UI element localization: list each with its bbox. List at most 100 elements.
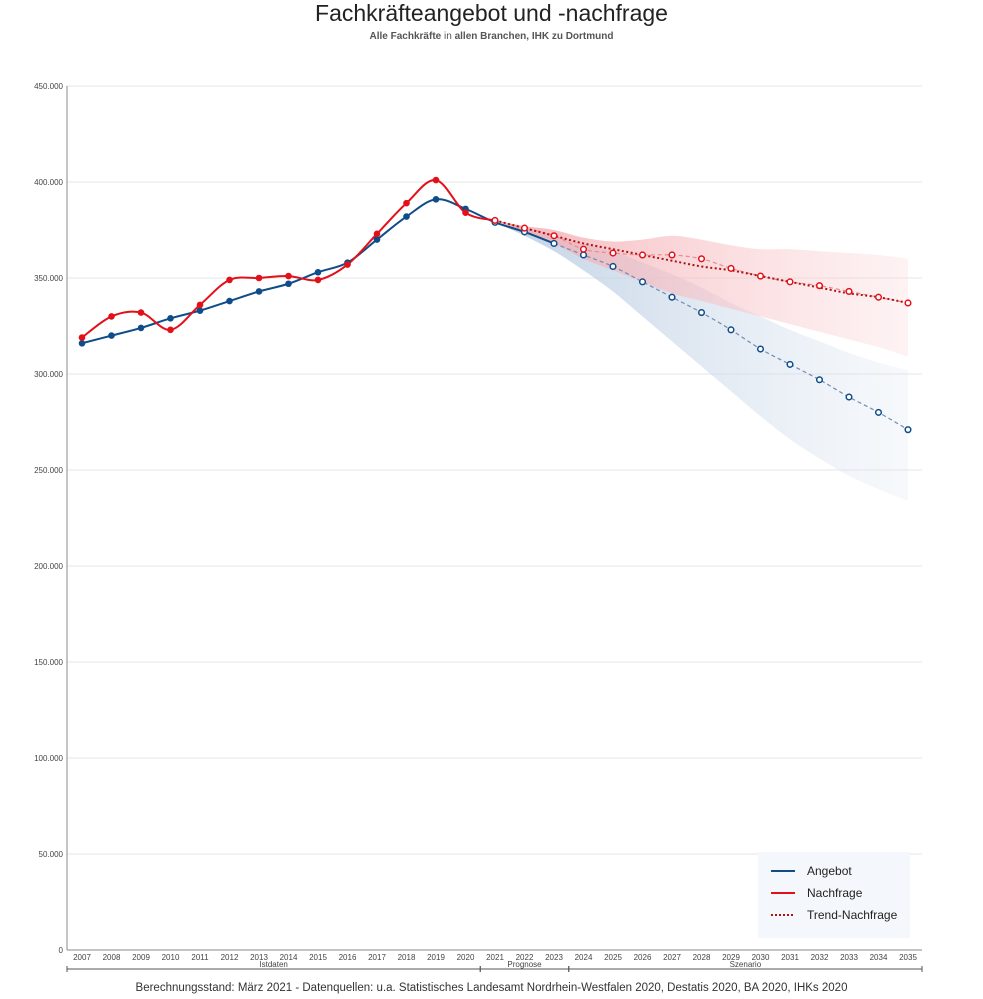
x-tick-label: 2014	[280, 953, 298, 962]
point-angebot	[196, 307, 204, 314]
point-nachfrage	[638, 251, 647, 259]
point-angebot	[403, 213, 410, 220]
point-angebot	[668, 293, 676, 301]
point-nachfrage	[579, 245, 588, 253]
point-angebot	[727, 326, 735, 334]
y-tick-label: 350.000	[34, 274, 63, 283]
point-nachfrage	[167, 326, 174, 334]
point-nachfrage	[432, 176, 440, 184]
x-tick-label: 2012	[221, 953, 239, 962]
line-trend-nachfrage	[494, 219, 909, 304]
point-nachfrage	[550, 232, 558, 240]
point-nachfrage	[255, 274, 263, 282]
y-tick-label: 200.000	[34, 562, 63, 571]
band-layer	[495, 220, 908, 501]
x-tick-label: 2031	[781, 953, 799, 962]
period-label: Istdaten	[259, 960, 287, 969]
point-nachfrage	[904, 299, 912, 307]
y-tick-label: 100.000	[34, 754, 63, 763]
subtitle-part-3: allen Branchen, IHK zu Dortmund	[451, 31, 614, 42]
point-angebot	[845, 393, 853, 401]
x-tick-label: 2022	[516, 953, 534, 962]
point-angebot	[550, 239, 558, 247]
legend: Angebot Nachfrage Trend-Nachfrage	[758, 852, 910, 938]
axis-layer: 0 50.000 100.000 150.000 200.000 250.000 300.0…	[34, 82, 923, 972]
point-angebot	[815, 376, 824, 384]
legend-box	[758, 852, 910, 938]
point-angebot	[904, 426, 912, 434]
point-nachfrage	[403, 199, 410, 207]
x-tick-label: 2009	[132, 953, 150, 962]
x-tick-label: 2034	[870, 953, 888, 962]
point-layer	[78, 176, 912, 434]
y-tick-label: 400.000	[34, 178, 63, 187]
y-tick-label: 300.000	[34, 370, 63, 379]
legend-label-nachfrage: Nachfrage	[807, 886, 863, 900]
point-angebot	[609, 262, 617, 271]
x-tick-label: 2033	[840, 953, 858, 962]
x-tick-label: 2035	[899, 953, 917, 962]
point-angebot	[432, 195, 440, 203]
x-tick-label: 2030	[752, 953, 770, 962]
band-nachfrage	[495, 220, 908, 357]
point-angebot	[756, 345, 765, 353]
point-angebot	[579, 251, 588, 259]
legend-label-angebot: Angebot	[807, 864, 852, 878]
point-angebot	[697, 309, 706, 317]
x-tick-label: 2025	[604, 953, 622, 962]
y-tick-label: 250.000	[34, 466, 63, 475]
x-tick-label: 2019	[427, 953, 445, 962]
x-tick-label: 2008	[103, 953, 121, 962]
point-nachfrage	[373, 230, 381, 238]
x-tick-label: 2011	[191, 953, 209, 962]
x-tick-label: 2021	[486, 953, 504, 962]
point-nachfrage	[874, 293, 883, 301]
point-angebot	[255, 288, 263, 295]
point-nachfrage	[108, 313, 115, 320]
point-angebot	[137, 324, 145, 332]
footer-source: Berechnungsstand: März 2021 - Datenquell…	[135, 982, 848, 994]
period-label: Prognose	[507, 960, 542, 969]
x-tick-label: 2007	[73, 953, 91, 962]
point-angebot	[786, 360, 794, 368]
chart-subtitle: Alle Fachkräfte in allen Branchen, IHK z…	[0, 31, 983, 42]
point-nachfrage	[137, 309, 145, 316]
point-nachfrage	[491, 216, 499, 224]
point-angebot	[638, 278, 647, 286]
period-label: Szenario	[730, 960, 762, 969]
point-angebot	[108, 332, 115, 339]
point-nachfrage	[196, 301, 204, 309]
point-nachfrage	[344, 261, 351, 268]
x-tick-label: 2029	[722, 953, 740, 962]
x-tick-label: 2027	[663, 953, 681, 962]
point-nachfrage	[668, 251, 676, 259]
x-tick-label: 2016	[339, 953, 357, 962]
subtitle-part-2: in	[444, 31, 452, 42]
band-angebot	[495, 222, 908, 501]
point-angebot	[226, 297, 233, 305]
point-nachfrage	[727, 264, 735, 272]
legend-label-trend: Trend-Nachfrage	[807, 908, 898, 922]
x-tick-label: 2010	[162, 953, 180, 962]
point-nachfrage	[314, 276, 322, 284]
x-tick-label: 2028	[693, 953, 711, 962]
x-tick-label: 2024	[575, 953, 593, 962]
x-tick-label: 2032	[811, 953, 829, 962]
point-angebot	[167, 315, 174, 322]
y-tick-label: 150.000	[34, 658, 63, 667]
grid-layer	[67, 85, 922, 855]
x-tick-label: 2026	[634, 953, 652, 962]
x-tick-label: 2013	[250, 953, 268, 962]
point-angebot	[874, 408, 883, 416]
point-nachfrage	[226, 276, 233, 284]
point-nachfrage	[609, 249, 617, 257]
point-nachfrage	[786, 278, 794, 286]
y-tick-label: 450.000	[34, 82, 63, 91]
point-angebot	[285, 280, 292, 288]
point-nachfrage	[520, 224, 529, 232]
x-tick-label: 2023	[545, 953, 563, 962]
point-angebot	[373, 236, 381, 243]
chart-title: Fachkräfteangebot und -nachfrage	[315, 0, 668, 26]
point-nachfrage	[462, 209, 469, 217]
